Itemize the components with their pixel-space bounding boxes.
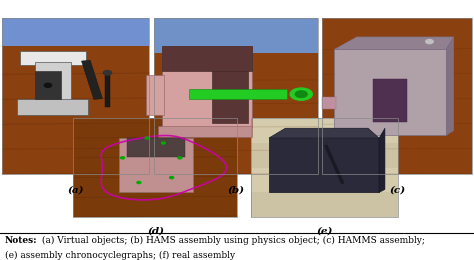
Bar <box>269 138 379 192</box>
Bar <box>212 71 248 123</box>
Circle shape <box>290 88 312 100</box>
Text: (b): (b) <box>228 185 245 194</box>
Bar <box>2 18 149 46</box>
Circle shape <box>137 181 141 184</box>
Bar <box>73 118 237 217</box>
Bar <box>251 118 398 217</box>
Bar <box>119 138 193 192</box>
Bar <box>251 192 398 217</box>
Bar <box>105 73 109 107</box>
Circle shape <box>162 142 165 144</box>
Bar <box>374 80 407 122</box>
Bar <box>35 62 72 104</box>
Polygon shape <box>334 37 454 49</box>
Bar <box>17 99 88 115</box>
Circle shape <box>170 177 173 179</box>
Text: (a): (a) <box>68 185 84 194</box>
Bar <box>334 49 446 135</box>
Bar <box>251 118 398 143</box>
Text: (d): (d) <box>147 227 164 236</box>
Bar <box>158 126 252 137</box>
Circle shape <box>44 83 52 87</box>
Bar <box>154 18 318 174</box>
Bar <box>162 46 252 71</box>
Bar <box>251 143 398 168</box>
Text: (e): (e) <box>317 227 333 236</box>
Bar <box>251 168 398 192</box>
Circle shape <box>426 40 433 44</box>
Bar <box>162 46 252 127</box>
Polygon shape <box>269 128 379 138</box>
Bar <box>2 46 149 174</box>
Bar <box>2 18 149 174</box>
Bar <box>154 18 318 53</box>
Bar <box>127 138 185 157</box>
Polygon shape <box>446 37 454 135</box>
Text: (c): (c) <box>389 185 405 194</box>
Bar <box>146 75 164 115</box>
Text: Notes:: Notes: <box>5 236 37 245</box>
Bar <box>322 18 472 174</box>
Circle shape <box>178 157 182 159</box>
Circle shape <box>295 91 307 98</box>
Text: (e) assembly chronocyclegraphs; (f) real assembly: (e) assembly chronocyclegraphs; (f) real… <box>5 250 235 259</box>
Bar <box>322 18 472 174</box>
Circle shape <box>322 141 328 145</box>
Bar <box>20 51 86 65</box>
Circle shape <box>103 70 111 75</box>
Bar <box>322 96 336 109</box>
Circle shape <box>145 137 149 139</box>
Bar <box>251 118 398 217</box>
Bar <box>73 118 237 217</box>
Bar <box>35 71 61 99</box>
Text: (a) Virtual objects; (b) HAMS assembly using physics object; (c) HAMMS assembly;: (a) Virtual objects; (b) HAMS assembly u… <box>39 236 425 245</box>
Polygon shape <box>379 128 385 192</box>
Bar <box>189 89 287 99</box>
Bar <box>154 53 318 174</box>
Circle shape <box>120 157 125 159</box>
Bar <box>82 60 102 99</box>
